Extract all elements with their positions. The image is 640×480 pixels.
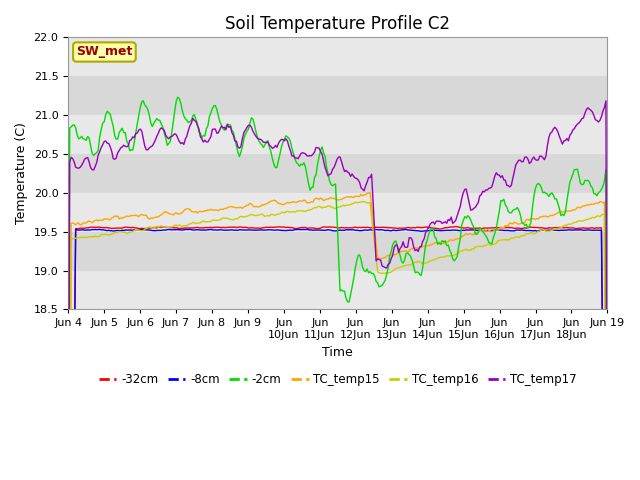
Bar bbox=[68, 37, 607, 76]
Y-axis label: Temperature (C): Temperature (C) bbox=[15, 122, 28, 224]
Bar bbox=[68, 115, 607, 154]
Bar bbox=[68, 271, 607, 310]
Bar bbox=[68, 232, 607, 271]
Text: SW_met: SW_met bbox=[76, 46, 132, 59]
Title: Soil Temperature Profile C2: Soil Temperature Profile C2 bbox=[225, 15, 451, 33]
Bar bbox=[68, 76, 607, 115]
Legend: -32cm, -8cm, -2cm, TC_temp15, TC_temp16, TC_temp17: -32cm, -8cm, -2cm, TC_temp15, TC_temp16,… bbox=[94, 368, 582, 391]
Bar bbox=[68, 193, 607, 232]
Bar bbox=[68, 154, 607, 193]
X-axis label: Time: Time bbox=[323, 346, 353, 359]
